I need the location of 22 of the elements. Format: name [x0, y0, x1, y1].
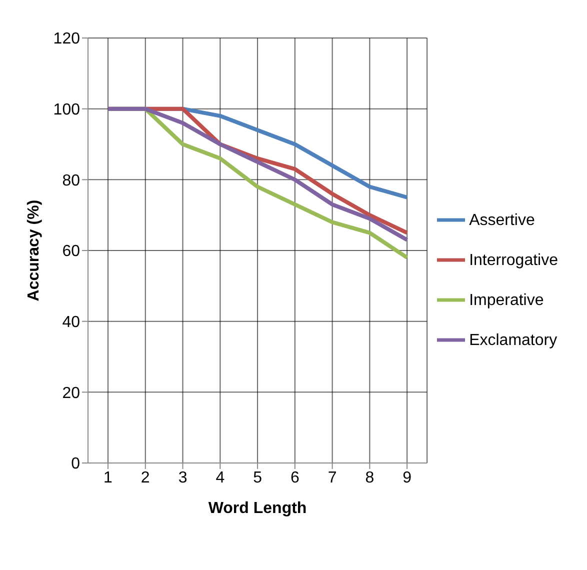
y-tick-label: 20 [62, 384, 80, 402]
y-tick-label: 60 [62, 243, 80, 260]
x-tick-label: 3 [178, 469, 188, 486]
y-tick-label: 100 [53, 102, 80, 119]
legend-label: Imperative [469, 292, 544, 308]
y-tick-label: 120 [53, 30, 80, 48]
x-tick-label: 2 [140, 469, 150, 486]
legend-label: Assertive [469, 212, 535, 228]
y-tick-label: 40 [62, 314, 80, 332]
x-tick-label: 7 [328, 469, 337, 486]
x-axis-title: Word Length [208, 500, 307, 517]
x-tick-label: 9 [402, 469, 412, 486]
x-tick-label: 4 [216, 469, 225, 486]
x-tick-label: 1 [104, 469, 113, 486]
legend-label: Exclamatory [469, 332, 558, 348]
x-tick-label: 8 [365, 469, 374, 486]
y-axis-title: Accuracy (%) [26, 200, 43, 302]
y-tick-label: 80 [62, 172, 80, 190]
y-tick-label: 0 [71, 456, 80, 473]
legend-label: Interrogative [469, 252, 558, 268]
x-tick-label: 6 [290, 469, 300, 486]
x-tick-label: 5 [253, 469, 262, 486]
